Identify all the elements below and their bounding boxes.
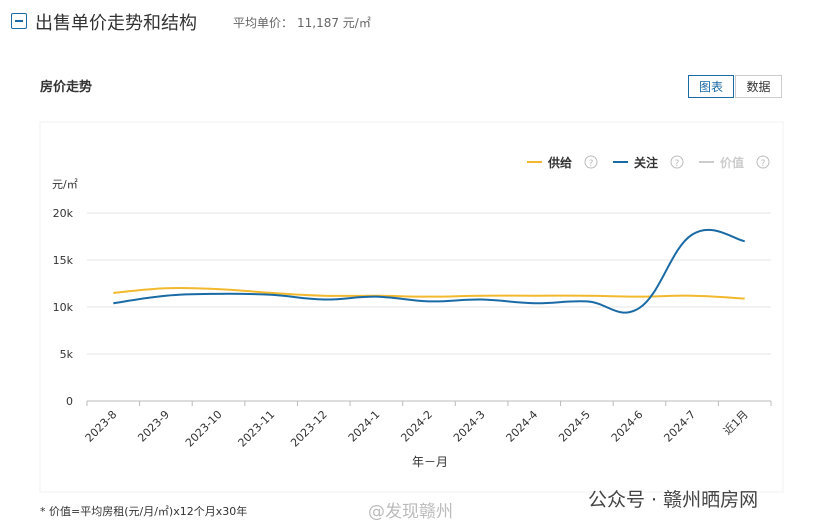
legend-label: 关注 [634,155,658,170]
x-tick-label: 近1月 [721,408,751,438]
watermark: 公众号 · 赣州晒房网 [588,489,759,511]
x-tick-label: 2024-1 [346,408,383,445]
y-tick-label: 10k [53,301,74,314]
x-tick-label: 2024-5 [556,408,593,445]
help-icon-mark: ? [761,159,766,169]
y-tick-label: 5k [60,348,74,361]
help-icon [584,155,598,169]
help-icon-mark: ? [675,159,680,169]
help-icon-mark: ? [589,159,594,169]
series-line [113,228,745,314]
x-tick-label: 2024-7 [661,408,698,445]
card-title: 房价走势 [40,80,93,95]
help-icon [670,155,684,169]
chart-panel [39,121,784,493]
x-tick-label: 2023-12 [288,408,330,450]
series-line [113,286,745,300]
avg-label: 平均单价： [233,16,294,30]
chart-button[interactable]: 图表 [688,75,734,98]
section-title: 出售单价走势和结构 [35,13,197,34]
x-axis-label: 年－月 [412,455,448,469]
x-tick-label: 2024-2 [398,408,435,445]
y-tick-label: 15k [53,254,74,267]
x-tick-label: 2023-9 [135,408,172,445]
x-tick-label: 2023-11 [236,408,278,450]
x-tick-label: 2023-10 [183,408,225,450]
footnote: * 价值=平均房租(元/月/㎡)x12个月x30年 [40,505,248,518]
watermark: @发现赣州 [368,502,453,522]
legend-label: 价值 [720,155,744,170]
x-tick-label: 2024-3 [451,408,488,445]
y-tick-label: 20k [53,207,74,220]
x-tick-label: 2024-4 [504,408,541,445]
x-tick-label: 2024-6 [609,408,646,445]
y-unit: 元/㎡ [52,178,78,191]
collapse-icon[interactable] [11,13,27,29]
y-tick-label: 0 [66,395,73,408]
avg-value: 11,187 元/㎡ [297,16,371,30]
legend-label: 供给 [547,155,572,170]
help-icon [756,155,770,169]
x-tick-label: 2023-8 [83,408,120,445]
data-button[interactable]: 数据 [735,75,782,98]
